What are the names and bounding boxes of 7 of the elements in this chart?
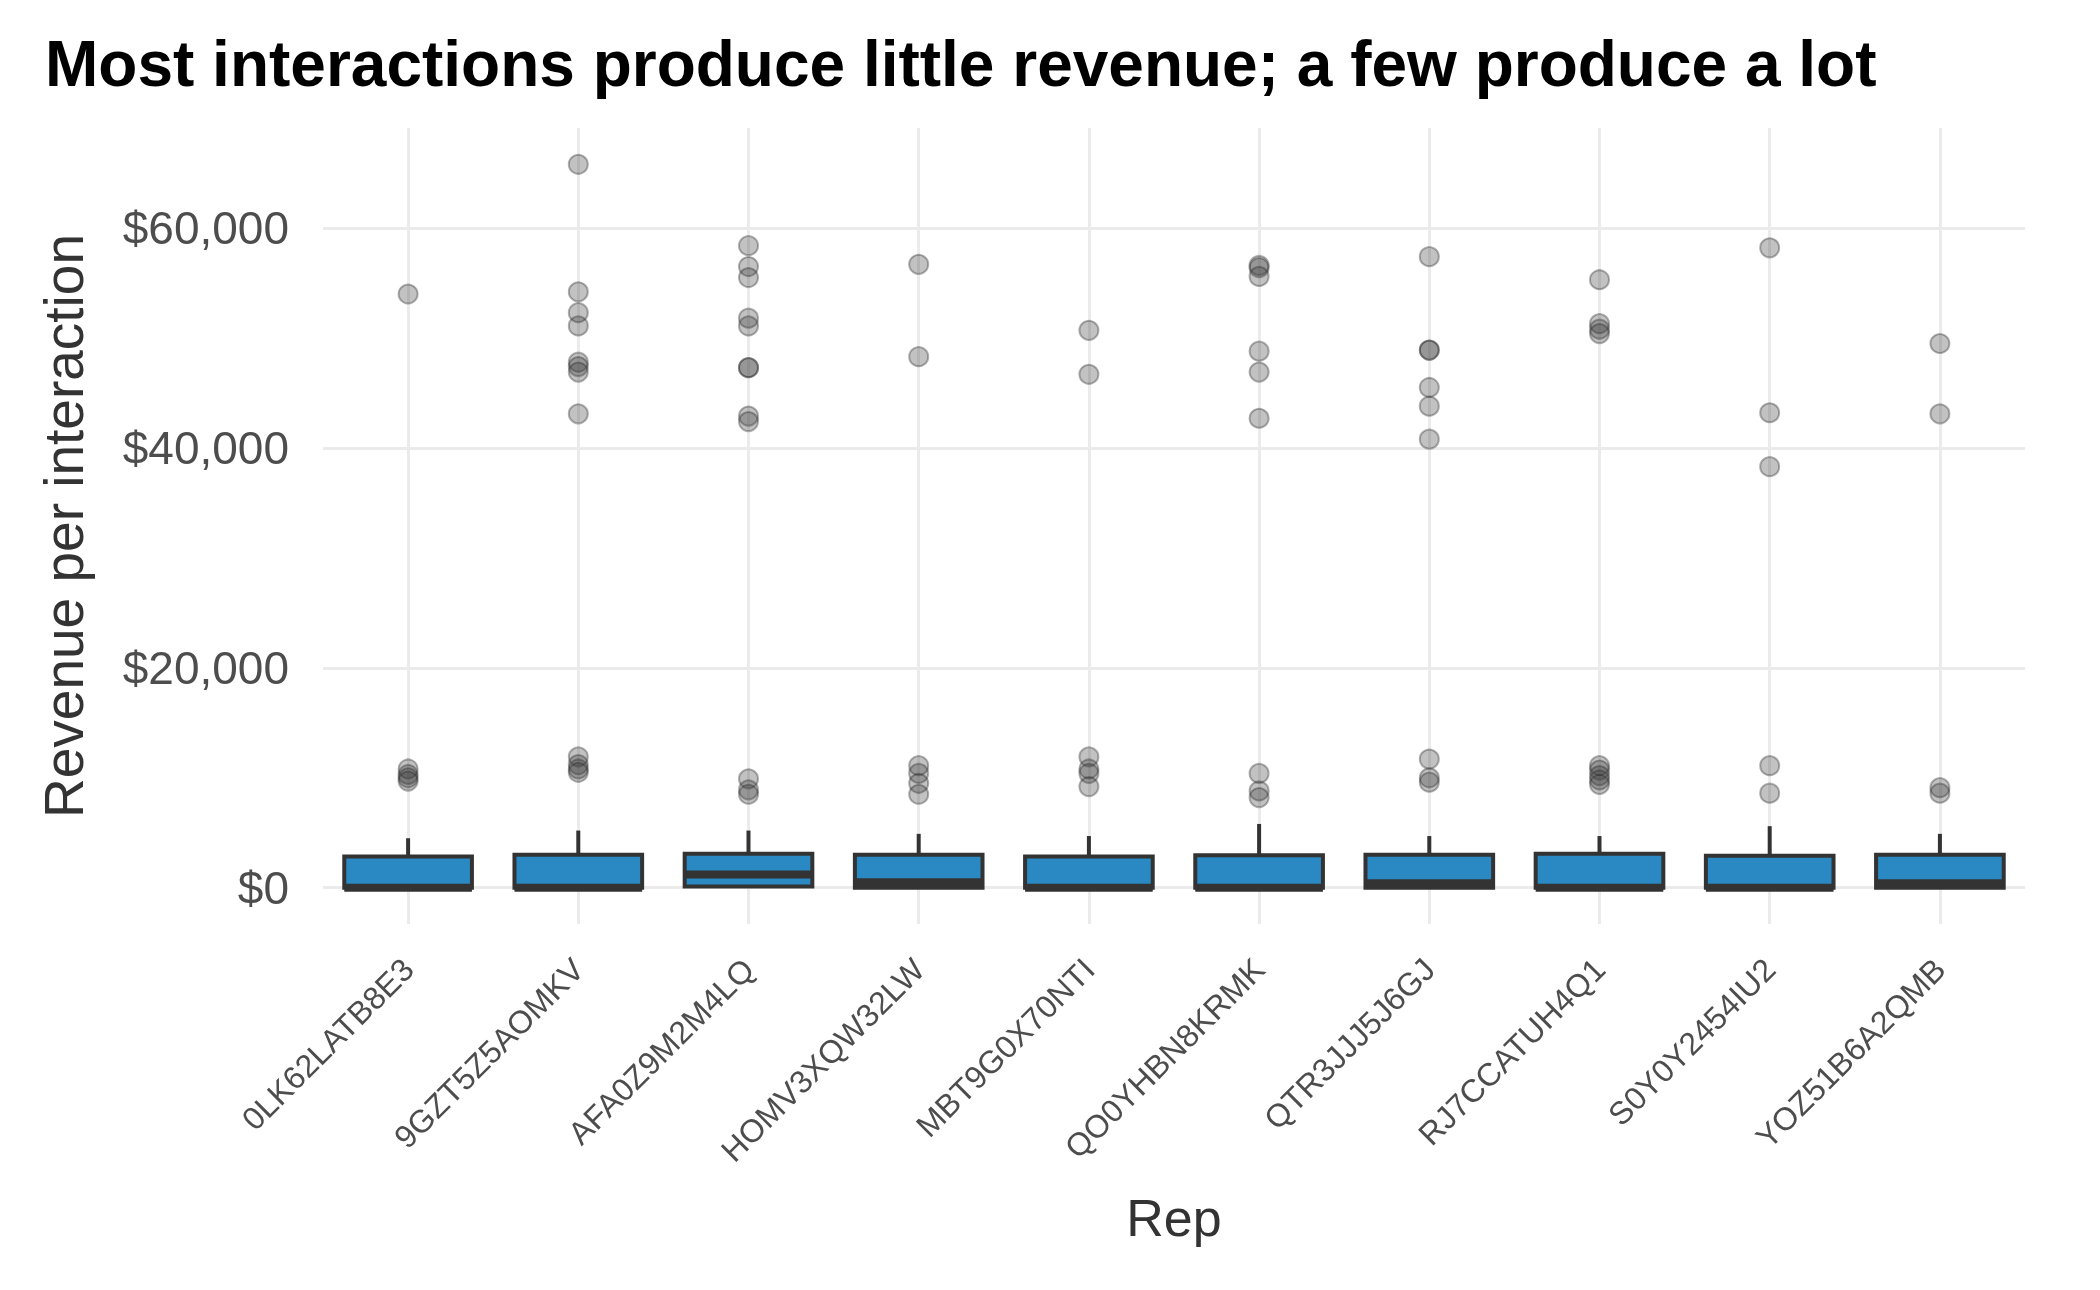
y-tick-label: $20,000 xyxy=(122,641,289,694)
y-axis-title: Revenue per interaction xyxy=(32,234,95,818)
y-tick-label: $40,000 xyxy=(122,421,289,474)
x-axis-title: Rep xyxy=(1126,1189,1222,1247)
chart-title: Most interactions produce little revenue; a few produce a lot xyxy=(45,28,1877,100)
y-tick-label: $60,000 xyxy=(122,202,289,255)
y-tick-label: $0 xyxy=(237,861,289,914)
